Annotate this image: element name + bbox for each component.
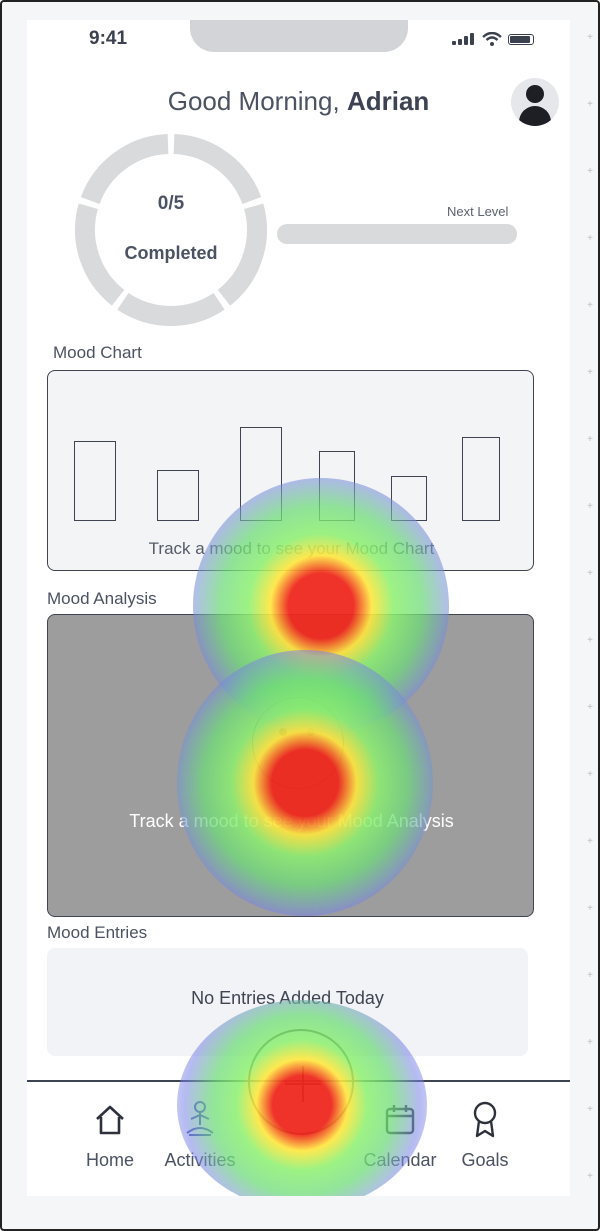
margin-mark: + [587, 836, 593, 847]
neutral-face-icon [252, 697, 344, 789]
progress-ring-segment [117, 292, 225, 326]
mood-entries-title: Mood Entries [47, 923, 148, 942]
phone-screen: 9:41 Good Morning, Adrian 0/5 Completed … [27, 20, 570, 1196]
meditation-icon [186, 1101, 214, 1136]
mood-entries-empty-hint: No Entries Added Today [191, 988, 384, 1008]
award-icon [473, 1101, 497, 1138]
phone-notch [190, 20, 408, 52]
user-name: Adrian [346, 86, 430, 116]
status-time: 9:41 [89, 28, 128, 49]
tab-home[interactable]: Home [65, 1098, 155, 1171]
margin-mark: + [587, 367, 593, 378]
progress-ring-segment [75, 203, 125, 306]
completed-count: 0/5 [157, 193, 185, 214]
signal-icon [452, 33, 476, 45]
margin-mark: + [587, 99, 593, 110]
margin-mark: + [587, 1104, 593, 1115]
tab-calendar[interactable]: Calendar [355, 1098, 445, 1171]
greeting-title: Good Morning, Adrian [27, 86, 570, 117]
tab-goals[interactable]: Goals [440, 1098, 530, 1171]
user-icon[interactable] [511, 78, 559, 126]
margin-mark: + [587, 769, 593, 780]
wifi-icon [482, 32, 502, 46]
status-icons [452, 32, 534, 46]
battery-icon [508, 33, 534, 45]
margin-mark: + [587, 568, 593, 579]
greeting-prefix: Good Morning, [167, 86, 347, 116]
progress-ring-segment [80, 134, 169, 205]
placeholder-bar [319, 451, 355, 521]
margin-mark: + [587, 635, 593, 646]
margin-mark: + [587, 970, 593, 981]
margin-mark: + [587, 32, 593, 43]
tab-activities[interactable]: Activities [155, 1098, 245, 1171]
tab-activities-label: Activities [164, 1150, 236, 1170]
mood-analysis-card[interactable]: Track a mood to see your Mood Analysis [47, 614, 534, 917]
margin-mark: + [587, 166, 593, 177]
placeholder-bar [391, 476, 427, 521]
margin-mark: + [587, 1171, 593, 1182]
margin-mark: + [587, 1037, 593, 1048]
placeholder-bar [74, 441, 116, 521]
margin-mark: + [587, 300, 593, 311]
placeholder-bar [157, 470, 199, 521]
margin-mark: + [587, 501, 593, 512]
placeholder-bar [462, 437, 500, 521]
mood-chart-title: Mood Chart [53, 343, 142, 362]
margin-mark: + [587, 233, 593, 244]
completed-label: Completed [124, 243, 218, 263]
next-level-label: Next Level [447, 204, 509, 219]
tab-goals-label: Goals [461, 1150, 509, 1170]
mood-chart-empty-hint: Track a mood to see your Mood Chart [148, 539, 435, 558]
mood-analysis-title: Mood Analysis [47, 589, 157, 608]
progress-ring [75, 134, 267, 326]
home-icon [96, 1105, 124, 1135]
placeholder-bar [240, 427, 282, 521]
tab-home-label: Home [85, 1150, 134, 1170]
margin-mark: + [587, 903, 593, 914]
margin-mark: + [587, 434, 593, 445]
mood-chart-card[interactable]: Track a mood to see your Mood Chart [47, 370, 534, 571]
add-mood-button[interactable] [248, 1029, 354, 1135]
level-progress-bar [277, 224, 517, 244]
calendar-icon [385, 1105, 415, 1135]
progress-ring-segment [173, 134, 262, 205]
tab-calendar-label: Calendar [363, 1150, 437, 1170]
margin-mark: + [587, 702, 593, 713]
progress-ring-segment [217, 203, 267, 306]
mood-analysis-empty-hint: Track a mood to see your Mood Analysis [129, 811, 454, 831]
